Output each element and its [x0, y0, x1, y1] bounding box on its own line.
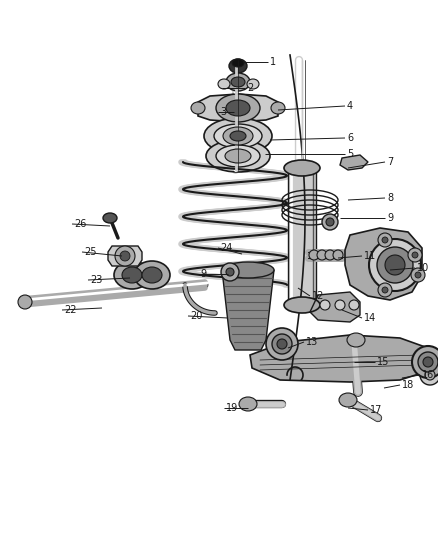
- Ellipse shape: [284, 160, 320, 176]
- Text: 16: 16: [422, 370, 434, 380]
- Text: 12: 12: [312, 291, 325, 301]
- Ellipse shape: [222, 262, 274, 278]
- Ellipse shape: [230, 131, 246, 141]
- Text: 5: 5: [347, 149, 353, 159]
- Text: 17: 17: [370, 405, 382, 415]
- Ellipse shape: [114, 261, 150, 289]
- Polygon shape: [222, 270, 274, 350]
- Text: 6: 6: [347, 133, 353, 143]
- Ellipse shape: [218, 79, 230, 89]
- Ellipse shape: [231, 77, 245, 87]
- Ellipse shape: [382, 287, 388, 293]
- Ellipse shape: [325, 250, 335, 260]
- Polygon shape: [108, 246, 142, 266]
- Polygon shape: [345, 228, 422, 300]
- Ellipse shape: [412, 252, 418, 258]
- Ellipse shape: [277, 339, 287, 349]
- Ellipse shape: [271, 102, 285, 114]
- Ellipse shape: [415, 272, 421, 278]
- Ellipse shape: [226, 73, 250, 91]
- Ellipse shape: [226, 268, 234, 276]
- Ellipse shape: [229, 59, 247, 73]
- Ellipse shape: [320, 300, 330, 310]
- Ellipse shape: [142, 267, 162, 283]
- Ellipse shape: [369, 239, 421, 291]
- Bar: [288, 168, 316, 310]
- Ellipse shape: [412, 346, 438, 378]
- Text: 19: 19: [226, 403, 238, 413]
- Ellipse shape: [420, 365, 438, 385]
- Text: 11: 11: [364, 251, 376, 261]
- Ellipse shape: [225, 149, 251, 163]
- Text: 1: 1: [270, 57, 276, 67]
- Ellipse shape: [382, 237, 388, 243]
- Polygon shape: [198, 94, 278, 122]
- Ellipse shape: [418, 352, 438, 372]
- Ellipse shape: [204, 118, 272, 154]
- Ellipse shape: [221, 263, 239, 281]
- Ellipse shape: [333, 250, 343, 260]
- Ellipse shape: [214, 124, 262, 148]
- Polygon shape: [250, 335, 430, 382]
- Ellipse shape: [134, 261, 170, 289]
- Ellipse shape: [317, 250, 327, 260]
- Ellipse shape: [349, 300, 359, 310]
- Text: 18: 18: [402, 380, 414, 390]
- Ellipse shape: [216, 145, 260, 167]
- Text: 26: 26: [74, 219, 86, 229]
- Ellipse shape: [425, 370, 435, 380]
- Text: 10: 10: [417, 263, 429, 273]
- Text: 15: 15: [377, 357, 389, 367]
- Text: 25: 25: [84, 247, 96, 257]
- Ellipse shape: [115, 246, 135, 266]
- Polygon shape: [340, 155, 368, 170]
- Text: 7: 7: [387, 157, 393, 167]
- Ellipse shape: [206, 140, 270, 172]
- Ellipse shape: [423, 357, 433, 367]
- Text: 22: 22: [64, 305, 77, 315]
- Text: 24: 24: [220, 243, 233, 253]
- Ellipse shape: [272, 334, 292, 354]
- Ellipse shape: [191, 102, 205, 114]
- Ellipse shape: [347, 333, 365, 347]
- Text: 13: 13: [306, 337, 318, 347]
- Ellipse shape: [223, 127, 253, 145]
- Text: 8: 8: [387, 193, 393, 203]
- Ellipse shape: [120, 251, 130, 261]
- Ellipse shape: [247, 79, 259, 89]
- Ellipse shape: [339, 393, 357, 407]
- Ellipse shape: [309, 250, 319, 260]
- Text: 3: 3: [220, 107, 226, 117]
- Ellipse shape: [377, 247, 413, 283]
- Ellipse shape: [411, 268, 425, 282]
- Ellipse shape: [266, 328, 298, 360]
- Ellipse shape: [216, 94, 260, 122]
- Text: 20: 20: [190, 311, 202, 321]
- Text: 9: 9: [387, 213, 393, 223]
- Ellipse shape: [103, 213, 117, 223]
- Ellipse shape: [378, 233, 392, 247]
- Ellipse shape: [232, 59, 244, 67]
- Ellipse shape: [326, 218, 334, 226]
- Ellipse shape: [122, 267, 142, 283]
- Ellipse shape: [18, 295, 32, 309]
- Text: 4: 4: [347, 101, 353, 111]
- Ellipse shape: [284, 297, 320, 313]
- Text: 14: 14: [364, 313, 376, 323]
- Text: 23: 23: [90, 275, 102, 285]
- Ellipse shape: [226, 100, 250, 116]
- Text: 9: 9: [200, 269, 206, 279]
- Ellipse shape: [322, 214, 338, 230]
- Ellipse shape: [408, 248, 422, 262]
- Ellipse shape: [378, 283, 392, 297]
- Polygon shape: [310, 292, 360, 322]
- Ellipse shape: [385, 255, 405, 275]
- Text: 2: 2: [247, 83, 253, 93]
- Ellipse shape: [335, 300, 345, 310]
- Ellipse shape: [239, 397, 257, 411]
